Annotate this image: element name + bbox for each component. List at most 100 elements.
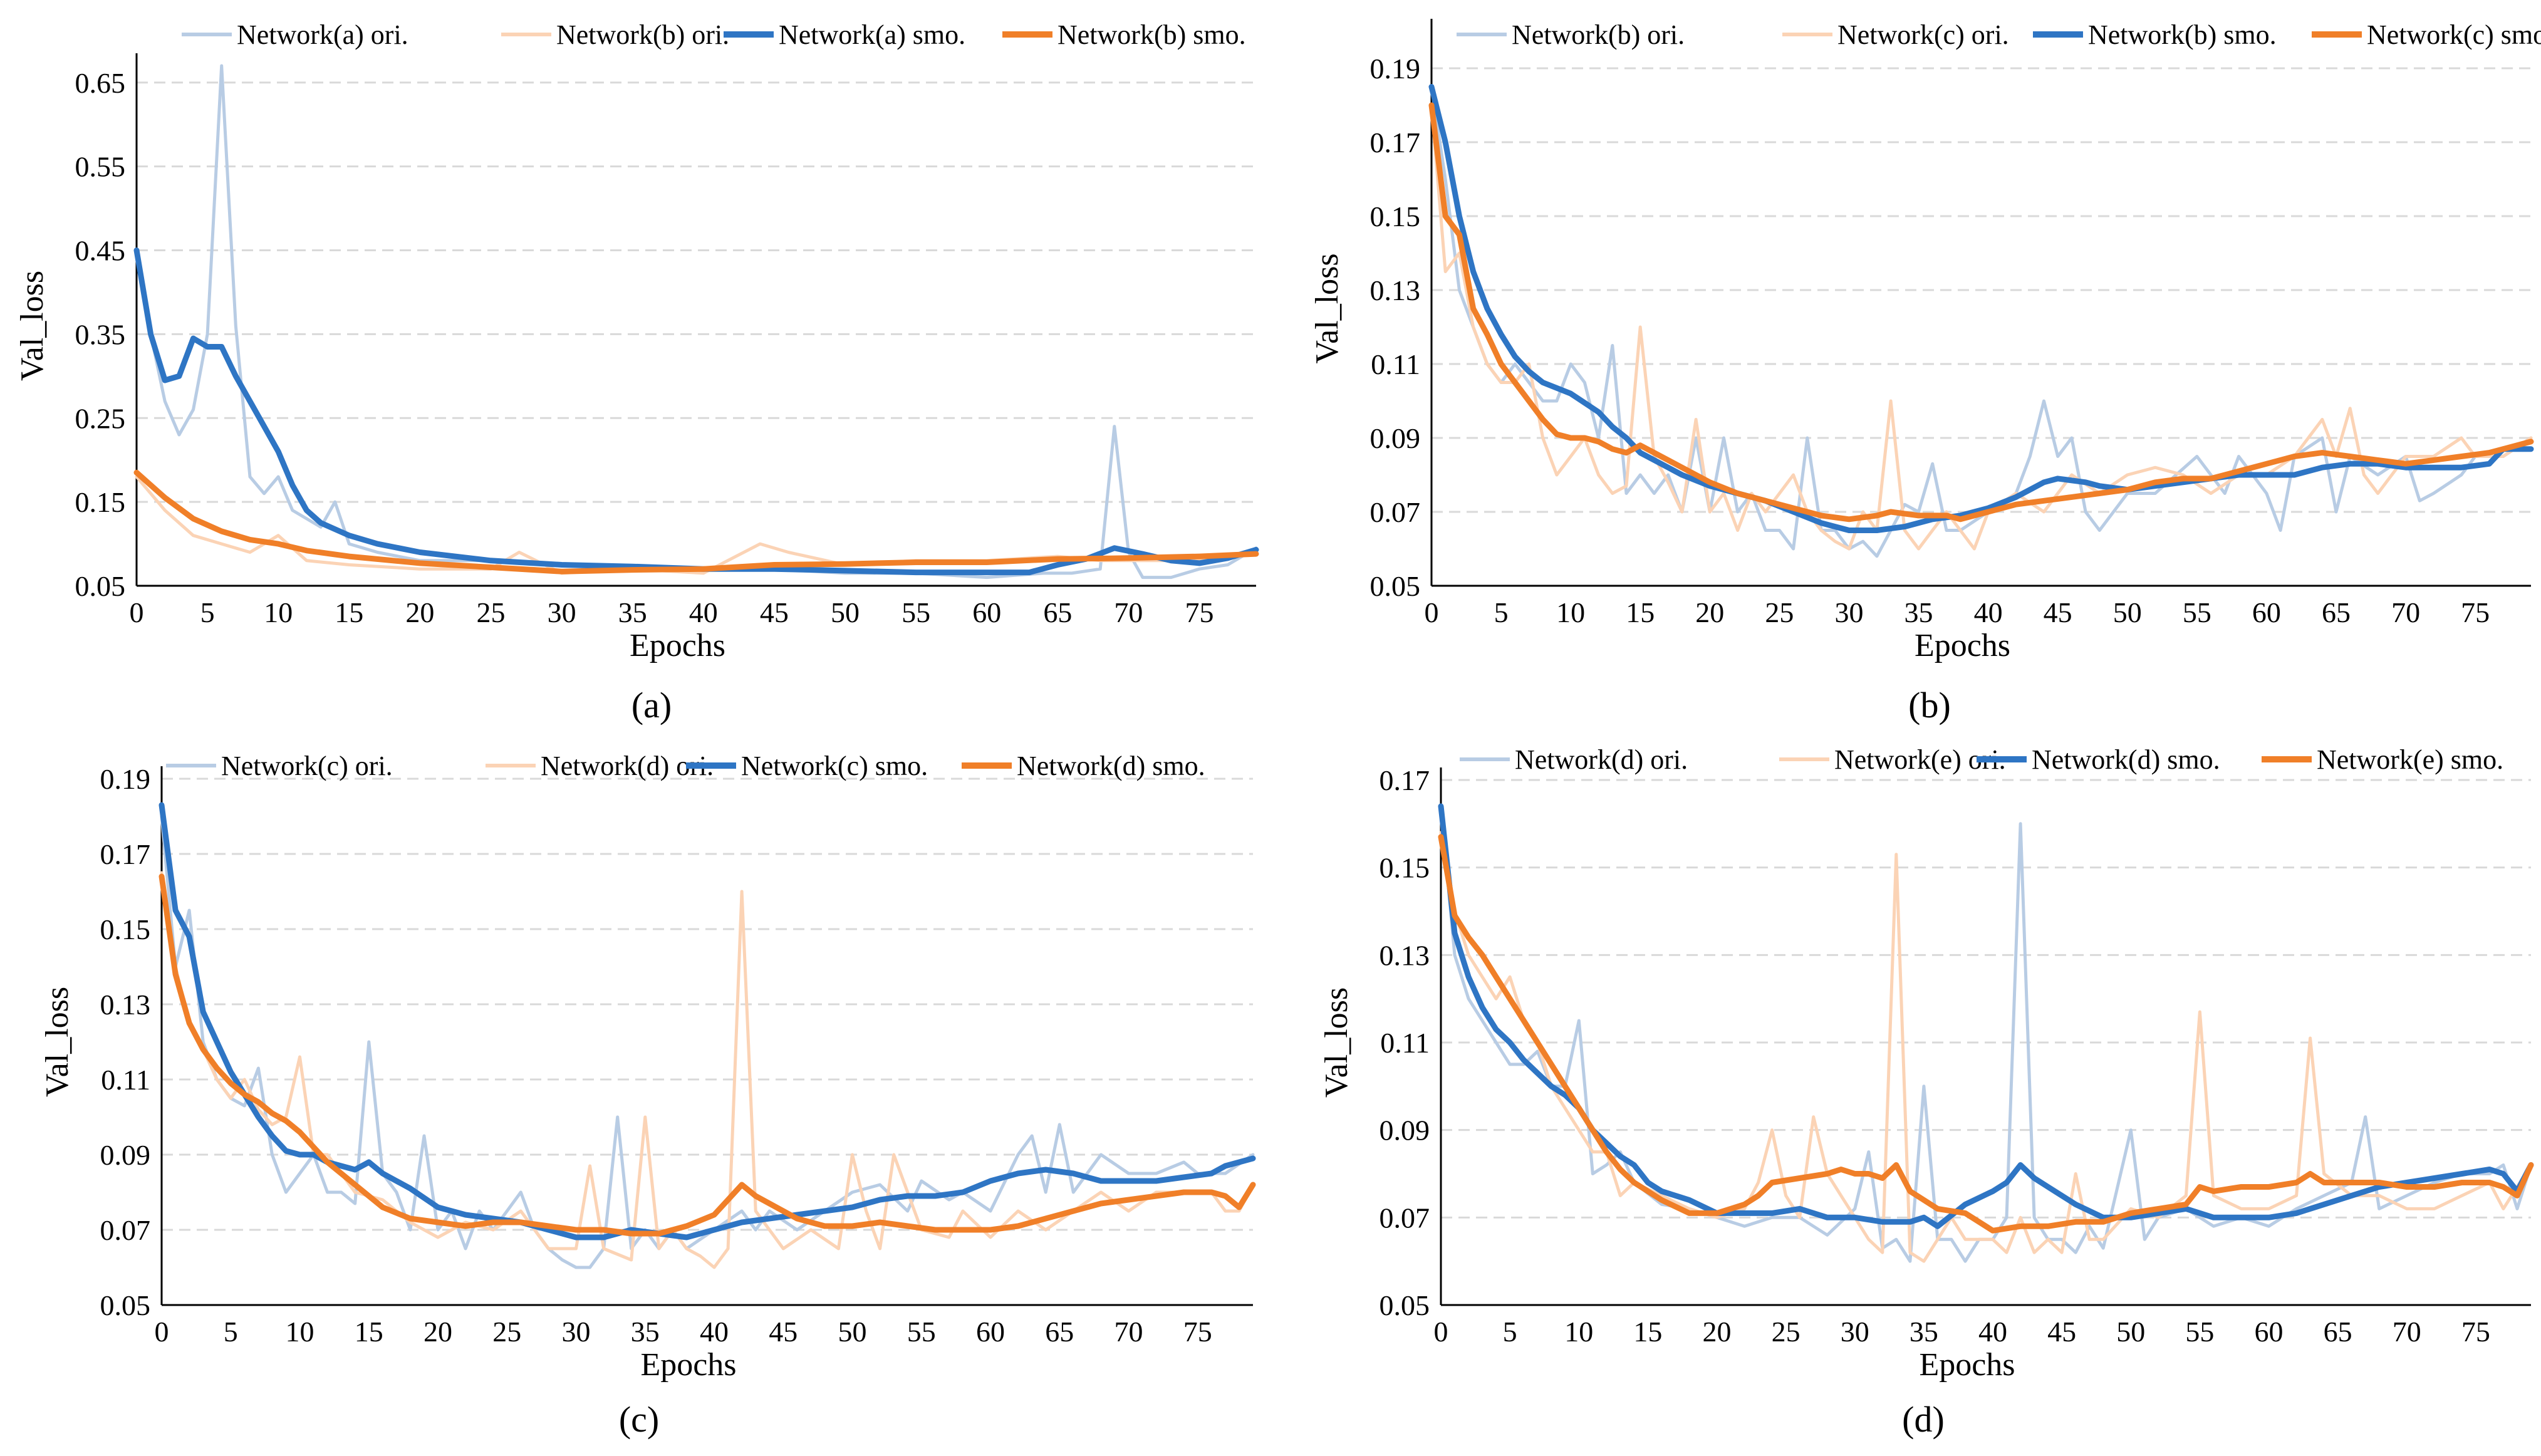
series-line-3 [158,873,1256,1237]
y-tick-label: 0.13 [1370,274,1421,306]
y-axis-title: Val_loss [14,271,50,381]
x-tick-label: 65 [2324,1316,2352,1348]
legend-label: Network(b) ori. [1512,19,1685,50]
y-axis-title: Val_loss [1309,253,1345,363]
y-tick-label: 0.07 [100,1214,151,1246]
chart-panel-2: 0.05 0.07 0.09 0.11 0.13 0.15 0.17 0.19 0 5 10 15 20… [39,751,1256,1440]
x-tick-label: 40 [1974,596,2003,628]
x-tick-label: 15 [355,1316,383,1348]
x-tick-label: 60 [976,1316,1005,1348]
x-tick-label: 45 [769,1316,798,1348]
legend-label: Network(e) smo. [2317,744,2503,775]
chart-caption: (b) [1908,685,1951,725]
x-axis-title: Epochs [630,628,725,663]
series-line-0 [1439,804,2533,1263]
x-tick-label: 10 [286,1316,314,1348]
series-line-2 [1428,84,2534,533]
x-tick-label: 20 [423,1316,452,1348]
x-tick-label: 70 [2391,596,2420,628]
y-tick-label: 0.17 [1370,127,1421,159]
series-line-3 [133,469,1259,575]
chart-caption: (c) [619,1399,659,1440]
series-line-2 [133,247,1259,576]
y-tick-label: 0.09 [100,1139,151,1171]
x-tick-label: 50 [831,596,860,628]
x-tick-label: 25 [1765,596,1794,628]
x-tick-label: 30 [1834,596,1863,628]
x-tick-label: 65 [2322,596,2351,628]
x-tick-label: 75 [1183,1316,1212,1348]
legend-label: Network(b) smo. [1057,19,1246,50]
x-tick-label: 0 [130,596,144,628]
y-tick-label: 0.13 [1380,939,1430,971]
x-tick-label: 10 [264,596,293,628]
x-tick-label: 15 [1633,1316,1662,1348]
x-tick-label: 40 [700,1316,729,1348]
y-tick-label: 0.15 [75,486,126,518]
series-line-1 [1430,103,2533,551]
x-tick-label: 55 [907,1316,936,1348]
x-tick-label: 0 [155,1316,169,1348]
x-tick-label: 45 [2047,1316,2076,1348]
y-tick-label: 0.05 [1370,570,1421,602]
legend-label: Network(d) ori. [1515,744,1688,775]
y-tick-label: 0.05 [1380,1289,1430,1321]
x-tick-label: 60 [972,596,1001,628]
series-line-0 [160,814,1255,1269]
x-tick-label: 65 [1045,1316,1074,1348]
legend-label: Network(c) ori. [221,751,393,781]
chart-panel-3: 0.05 0.07 0.09 0.11 0.13 0.15 0.17 0 5 10 15 20 25 30… [1319,744,2534,1440]
x-tick-label: 75 [2461,596,2490,628]
x-tick-label: 40 [689,596,718,628]
x-tick-label: 10 [1556,596,1585,628]
y-tick-label: 0.07 [1380,1202,1430,1234]
x-axis-title: Epochs [1919,1347,2015,1383]
x-tick-label: 10 [1564,1316,1593,1348]
series-line-0 [135,64,1258,580]
x-tick-label: 55 [2183,596,2211,628]
x-tick-label: 30 [562,1316,591,1348]
x-tick-label: 45 [760,596,789,628]
y-tick-label: 0.19 [100,763,151,795]
legend-label: Network(d) ori. [541,751,714,781]
x-tick-label: 25 [1772,1316,1801,1348]
x-tick-label: 35 [618,596,647,628]
y-tick-label: 0.15 [100,913,151,945]
x-tick-label: 70 [2393,1316,2421,1348]
x-tick-label: 5 [200,596,215,628]
x-tick-label: 35 [1910,1316,1938,1348]
x-tick-label: 30 [1841,1316,1869,1348]
x-tick-label: 15 [335,596,363,628]
chart-caption: (d) [1902,1399,1945,1440]
x-tick-label: 35 [631,1316,660,1348]
x-axis-title: Epochs [640,1347,736,1383]
x-tick-label: 50 [2116,1316,2145,1348]
legend-label: Network(c) smo. [741,751,928,781]
x-tick-label: 50 [838,1316,867,1348]
series-line-2 [158,802,1256,1240]
x-tick-label: 55 [2185,1316,2214,1348]
y-tick-label: 0.07 [1370,496,1421,528]
y-tick-label: 0.55 [75,151,126,183]
y-tick-label: 0.15 [1370,200,1421,232]
legend-label: Network(a) smo. [779,19,965,50]
y-tick-label: 0.09 [1380,1115,1430,1147]
x-tick-label: 20 [1695,596,1724,628]
y-tick-label: 0.11 [1371,348,1420,380]
x-axis-title: Epochs [1915,628,2010,663]
x-tick-label: 0 [1434,1316,1448,1348]
series-line-2 [1438,803,2534,1229]
legend-label: Network(d) smo. [1017,751,1205,781]
x-tick-label: 70 [1115,1316,1143,1348]
chart-panel-0: 0.05 0.15 0.25 0.35 0.45 0.55 0.65 0 5 10 15 20 25 30… [14,19,1259,725]
y-tick-label: 0.25 [75,402,126,434]
y-tick-label: 0.13 [100,989,151,1021]
x-tick-label: 55 [902,596,930,628]
series-line-3 [1428,102,2534,523]
legend-label: Network(d) smo. [2032,744,2220,775]
y-tick-label: 0.65 [75,67,126,99]
legend-label: Network(a) ori. [237,19,408,50]
x-tick-label: 5 [1503,1316,1517,1348]
